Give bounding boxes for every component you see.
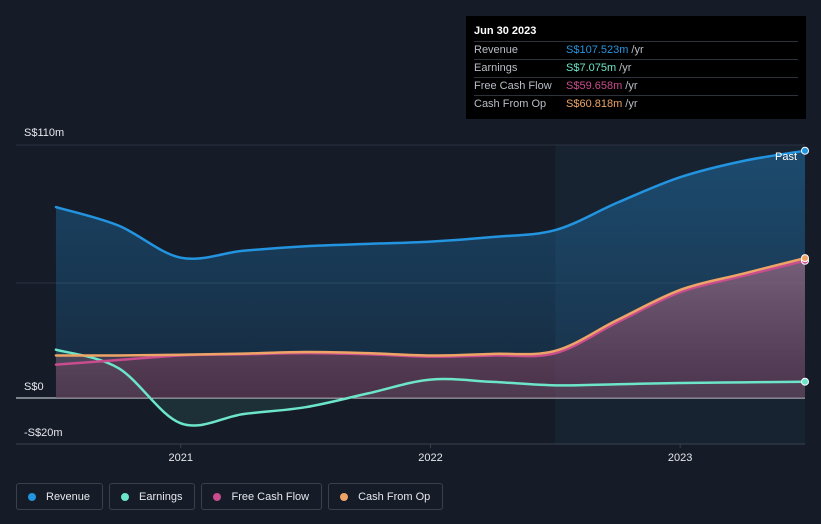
- tooltip-label: Earnings: [474, 62, 518, 74]
- legend-item-earnings[interactable]: Earnings: [109, 483, 196, 510]
- legend-label: Earnings: [139, 490, 183, 503]
- y-axis-label: S$110m: [24, 127, 64, 139]
- series-lines: [54, 149, 807, 427]
- legend: Revenue Earnings Free Cash Flow Cash Fro…: [16, 483, 444, 510]
- tooltip-row-earnings: Earnings S$7.075m /yr: [474, 60, 798, 78]
- tooltip-row-revenue: Revenue S$107.523m /yr: [474, 42, 798, 60]
- legend-item-free-cash-flow[interactable]: Free Cash Flow: [201, 483, 323, 510]
- legend-item-revenue[interactable]: Revenue: [16, 483, 104, 510]
- free-cash-flow-dot-icon: [213, 492, 222, 501]
- legend-label: Free Cash Flow: [231, 490, 310, 503]
- tooltip-value: S$60.818m: [566, 98, 623, 110]
- legend-item-cash-from-op[interactable]: Cash From Op: [328, 483, 444, 510]
- tooltip-unit: /yr: [625, 80, 638, 92]
- tooltip-unit: /yr: [631, 44, 644, 56]
- y-axis-label: S$0: [24, 381, 44, 393]
- series-endpoints: [801, 146, 809, 386]
- legend-label: Revenue: [46, 490, 91, 503]
- y-axis-label: -S$20m: [24, 427, 63, 439]
- tooltip-row-free-cash-flow: Free Cash Flow S$59.658m /yr: [474, 78, 798, 96]
- earnings-dot-icon: [121, 492, 130, 501]
- series-areas: [55, 150, 806, 426]
- legend-label: Cash From Op: [358, 490, 431, 503]
- earnings-endpoint: [801, 377, 809, 386]
- x-tick-label: 2022: [418, 452, 442, 464]
- x-tick-label: 2021: [169, 452, 193, 464]
- revenue-line: [54, 149, 807, 261]
- cash-from-op-dot-icon: [340, 492, 349, 501]
- tooltip-value: S$107.523m: [566, 44, 629, 56]
- tooltip-label: Cash From Op: [474, 98, 547, 110]
- cash-from-op-area: [55, 258, 806, 398]
- tooltip-value: S$59.658m: [566, 80, 623, 92]
- cash-from-op-endpoint: [801, 254, 809, 263]
- tooltip-date: Jun 30 2023: [474, 22, 798, 42]
- x-tick-label: 2023: [668, 452, 692, 464]
- axis-labels: S$110m S$0 -S$20m 2021 2022 2023 Past: [24, 127, 797, 464]
- tooltip-unit: /yr: [619, 62, 632, 74]
- earnings-line: [54, 348, 807, 427]
- tooltip-label: Revenue: [474, 44, 519, 56]
- tooltip-unit: /yr: [625, 98, 638, 110]
- past-label: Past: [775, 151, 797, 163]
- tooltip-row-cash-from-op: Cash From Op S$60.818m /yr: [474, 96, 798, 113]
- revenue-dot-icon: [28, 492, 36, 501]
- tooltip-value: S$7.075m: [566, 62, 617, 74]
- revenue-endpoint: [801, 146, 809, 155]
- tooltip-label: Free Cash Flow: [474, 80, 552, 92]
- cash-from-op-line: [54, 256, 807, 357]
- data-tooltip: Jun 30 2023 Revenue S$107.523m /yr Earni…: [466, 16, 806, 119]
